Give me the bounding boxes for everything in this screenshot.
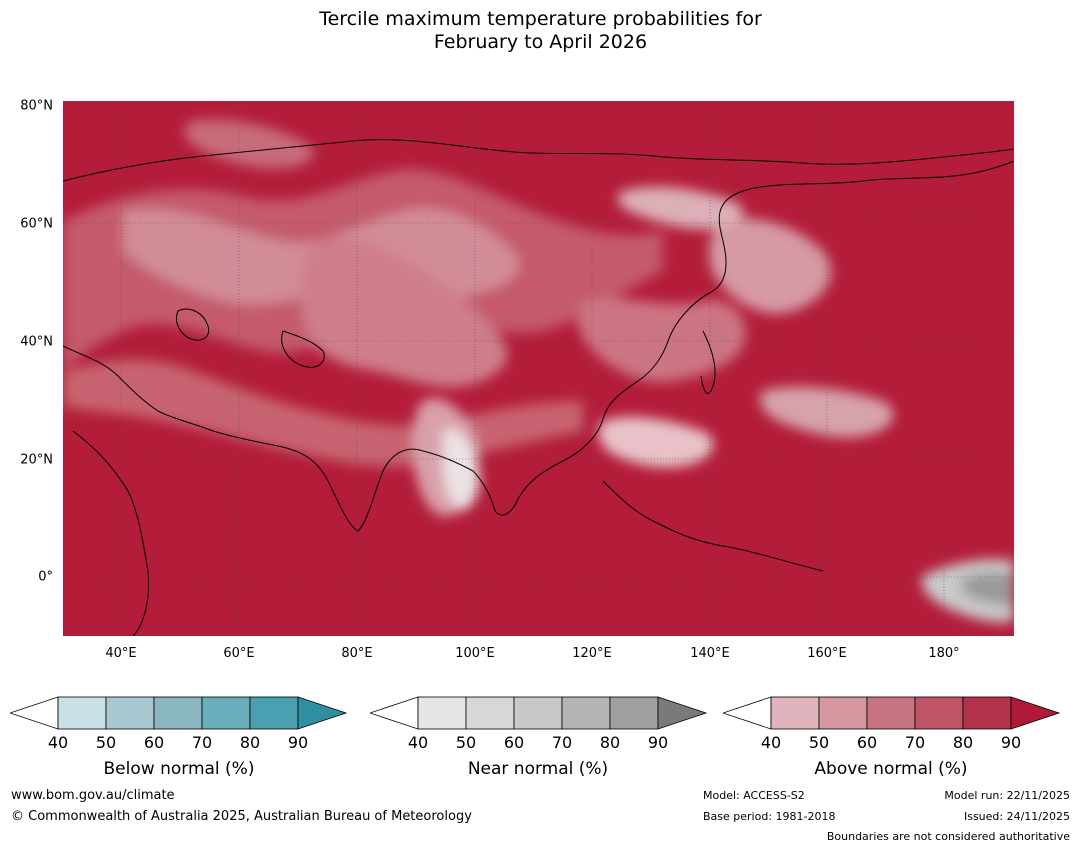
cbar-near-seg-4 [561,696,611,730]
colorbar-below-normal [10,696,348,730]
cbar-above-seg-5 [962,696,1012,730]
lon-label-140e: 140°E [690,646,730,661]
cbar-below-tick: 40 [47,733,69,752]
lon-label-160e: 160°E [807,646,847,661]
lon-label-100e: 100°E [455,646,495,661]
cbar-near-tick: 60 [503,733,525,752]
title-line-2: February to April 2026 [433,31,648,53]
cbar-below-tick: 80 [239,733,261,752]
cbar-above-seg-3 [866,696,916,730]
colorbar-above-normal [723,696,1061,730]
cbar-above-seg-2 [818,696,868,730]
cbar-above-tick: 80 [952,733,974,752]
cbar-near-seg-1 [417,696,467,730]
cbar-above-seg-1 [770,696,820,730]
cbar-near-tick: 50 [455,733,477,752]
cbar-below-tick: 70 [191,733,213,752]
cbar-near-tick: 90 [647,733,669,752]
cbar-below-seg-6 [297,696,348,730]
lon-label-40e: 40°E [105,646,137,661]
cbar-above-seg-6 [1010,696,1061,730]
cbar-near-label: Near normal (%) [467,759,609,779]
probability-map [63,101,1014,636]
lon-label-60e: 60°E [223,646,255,661]
cbar-above-seg-0 [723,696,772,730]
cbar-near-tick: 70 [551,733,573,752]
disclaimer-text: Boundaries are not considered authoritat… [826,830,1070,843]
base-period-text: Base period: 1981-2018 [703,810,836,823]
cbar-above-label: Above normal (%) [814,759,968,779]
model-text: Model: ACCESS-S2 [703,789,805,802]
cbar-near-seg-6 [657,696,708,730]
cbar-above-seg-4 [914,696,964,730]
cbar-below-seg-3 [153,696,203,730]
map-title: Tercile maximum temperature probabilitie… [0,8,1081,54]
cbar-above-tick: 50 [808,733,830,752]
cbar-near-seg-2 [465,696,515,730]
map-background [63,101,1014,636]
cbar-below-tick: 50 [95,733,117,752]
cbar-near-seg-0 [370,696,419,730]
cbar-below-seg-4 [201,696,251,730]
lon-label-80e: 80°E [341,646,373,661]
cbar-below-seg-0 [10,696,59,730]
lat-label-40n: 40°N [20,334,53,350]
cbar-above-tick: 70 [904,733,926,752]
lat-label-80n: 80°N [20,98,53,114]
website-link[interactable]: www.bom.gov.au/climate [11,788,175,803]
cbar-below-label: Below normal (%) [103,759,255,779]
cbar-above-tick: 90 [1000,733,1022,752]
cbar-near-seg-3 [513,696,563,730]
title-line-1: Tercile maximum temperature probabilitie… [319,8,762,30]
lat-label-0: 0° [38,569,53,585]
lat-label-20n: 20°N [20,452,53,468]
cbar-near-tick: 40 [407,733,429,752]
cbar-below-tick: 90 [287,733,309,752]
lon-label-180: 180° [928,646,960,661]
copyright-text: © Commonwealth of Australia 2025, Austra… [11,809,472,824]
cbar-below-seg-2 [105,696,155,730]
cbar-below-tick: 60 [143,733,165,752]
colorbar-near-normal [370,696,708,730]
lon-label-120e: 120°E [572,646,612,661]
cbar-above-tick: 40 [760,733,782,752]
cbar-below-seg-1 [57,696,107,730]
cbar-near-seg-5 [609,696,659,730]
issued-text: Issued: 24/11/2025 [963,810,1070,823]
cbar-below-seg-5 [249,696,299,730]
coastlines [63,139,1014,636]
cbar-above-tick: 60 [856,733,878,752]
graticule [63,101,1014,636]
lat-label-60n: 60°N [20,216,53,232]
above-normal-shading [63,119,1014,623]
cbar-near-tick: 80 [599,733,621,752]
model-run-text: Model run: 22/11/2025 [944,789,1070,802]
